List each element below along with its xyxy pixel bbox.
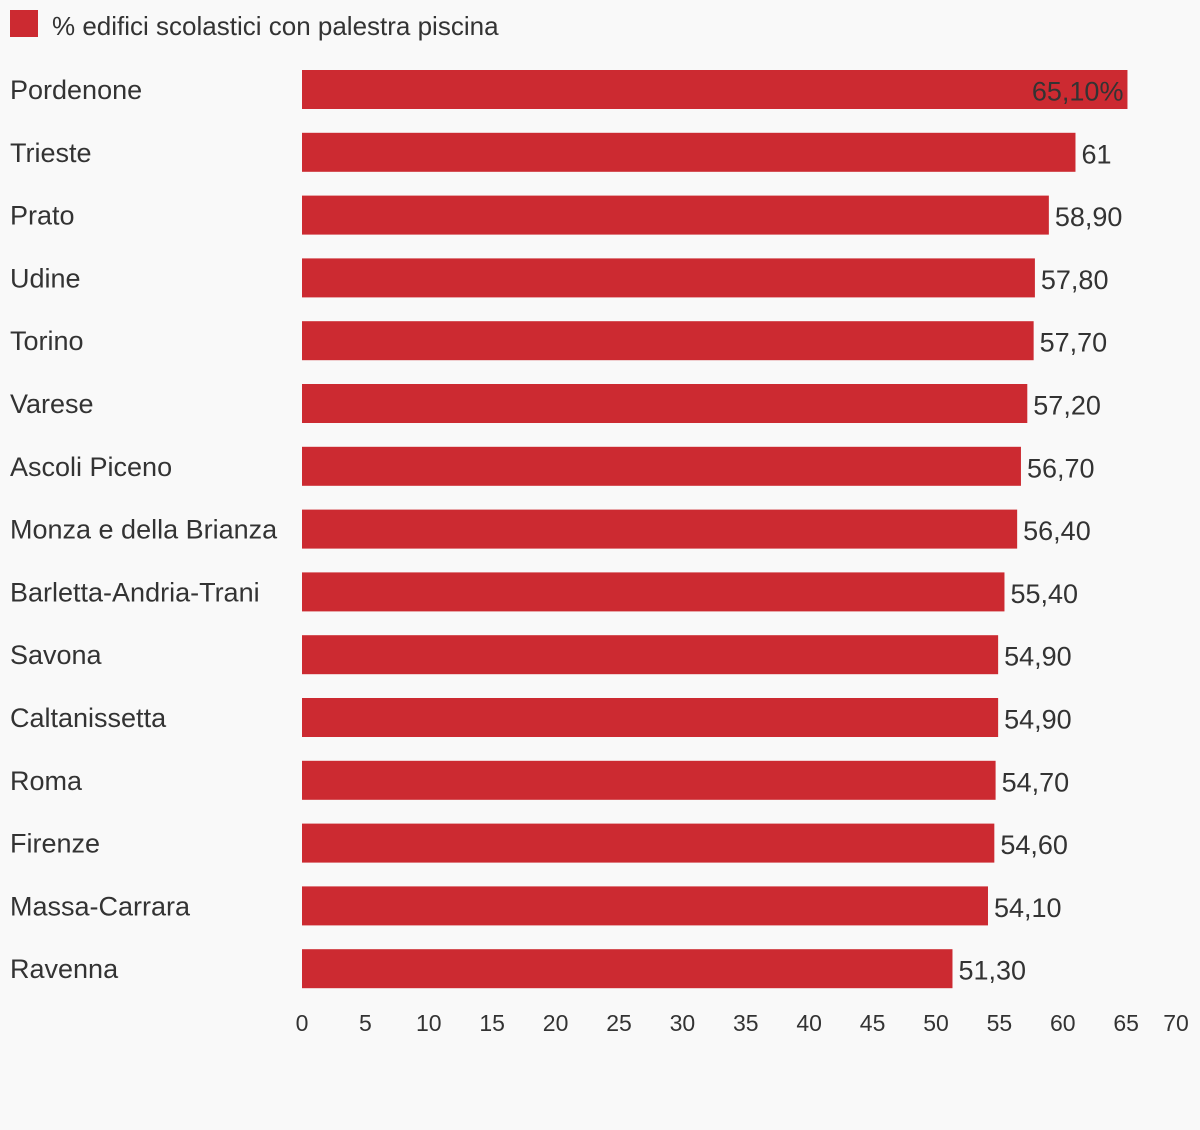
- bars-group: Pordenone 65,10% Trieste 61 Prato 58,90 Udine 5…: [10, 70, 1128, 989]
- legend: % edifici scolastici con palestra piscin…: [10, 10, 499, 41]
- bar-row: Caltanissetta 54,90: [10, 698, 1072, 737]
- bar-row: Trieste 61: [10, 132, 1112, 172]
- value-label: 55,40: [1010, 579, 1078, 609]
- bar-row: Prato 58,90: [10, 195, 1123, 235]
- value-label: 56,70: [1027, 453, 1095, 483]
- value-label: 57,20: [1033, 391, 1101, 421]
- bar: [302, 509, 1018, 549]
- x-tick-label: 0: [296, 1010, 309, 1036]
- value-label: 57,70: [1040, 328, 1108, 358]
- category-label: Torino: [10, 326, 84, 356]
- bar: [302, 384, 1028, 423]
- category-label: Prato: [10, 201, 75, 231]
- bar: [302, 321, 1034, 361]
- x-tick-label: 35: [733, 1010, 759, 1036]
- bar: [302, 635, 999, 675]
- bar: [302, 258, 1035, 298]
- bar: [302, 70, 1128, 109]
- bar-row: Monza e della Brianza 56,40: [10, 509, 1091, 549]
- x-tick-label: 45: [860, 1010, 886, 1036]
- x-tick-label: 30: [670, 1010, 696, 1036]
- bar: [302, 195, 1049, 235]
- x-tick-label: 50: [923, 1010, 949, 1036]
- category-label: Varese: [10, 389, 94, 419]
- category-label: Monza e della Brianza: [10, 515, 278, 545]
- x-tick-label: 55: [987, 1010, 1013, 1036]
- bar: [302, 823, 995, 863]
- x-tick-label: 15: [479, 1010, 505, 1036]
- bar: [302, 886, 988, 926]
- bar: [302, 446, 1021, 486]
- bar-row: Ascoli Piceno 56,70: [10, 446, 1095, 486]
- bar-row: Firenze 54,60: [10, 823, 1068, 863]
- value-label: 54,70: [1002, 767, 1070, 797]
- value-label: 58,90: [1055, 202, 1123, 232]
- category-label: Ascoli Piceno: [10, 452, 172, 482]
- legend-swatch: [10, 10, 38, 37]
- category-label: Ravenna: [10, 954, 119, 984]
- bar-row: Roma 54,70: [10, 760, 1070, 800]
- bar-row: Massa-Carrara 54,10: [10, 886, 1062, 926]
- bar-row: Barletta-Andria-Trani 55,40: [10, 572, 1078, 612]
- value-label: 61: [1081, 139, 1111, 169]
- x-tick-label: 25: [606, 1010, 632, 1036]
- bar-row: Ravenna 51,30: [10, 949, 1026, 989]
- category-label: Udine: [10, 263, 81, 293]
- value-label: 54,90: [1004, 705, 1072, 735]
- category-label: Barletta-Andria-Trani: [10, 577, 260, 607]
- category-label: Trieste: [10, 138, 92, 168]
- legend-label: % edifici scolastici con palestra piscin…: [52, 11, 499, 41]
- bar: [302, 760, 996, 800]
- value-label: 54,60: [1000, 830, 1068, 860]
- value-label: 54,10: [994, 893, 1062, 923]
- category-label: Caltanissetta: [10, 703, 167, 733]
- value-label: 57,80: [1041, 265, 1109, 295]
- bar-row: Savona 54,90: [10, 635, 1072, 675]
- bar-row: Udine 57,80: [10, 258, 1109, 298]
- category-label: Savona: [10, 640, 103, 670]
- x-tick-label: 70: [1163, 1010, 1189, 1036]
- bar: [302, 132, 1076, 172]
- x-tick-label: 60: [1050, 1010, 1076, 1036]
- value-label: 56,40: [1023, 516, 1091, 546]
- category-label: Roma: [10, 766, 83, 796]
- category-label: Firenze: [10, 829, 100, 859]
- x-tick-label: 40: [796, 1010, 822, 1036]
- x-tick-label: 65: [1113, 1010, 1139, 1036]
- value-label: 54,90: [1004, 642, 1072, 672]
- x-tick-label: 20: [543, 1010, 569, 1036]
- x-axis: 0 5 10 15 20 25 30 35 40 45 50 55 60 65 70: [296, 1010, 1189, 1036]
- bar-row: Varese 57,20: [10, 384, 1101, 423]
- value-label: 51,30: [958, 956, 1026, 986]
- category-label: Massa-Carrara: [10, 891, 191, 921]
- bar: [302, 572, 1005, 612]
- bar: [302, 949, 953, 989]
- bar-row: Pordenone 65,10%: [10, 70, 1128, 109]
- value-label: 65,10%: [1032, 77, 1124, 107]
- bar-row: Torino 57,70: [10, 321, 1108, 361]
- x-tick-label: 5: [359, 1010, 372, 1036]
- category-label: Pordenone: [10, 75, 142, 105]
- x-tick-label: 10: [416, 1010, 442, 1036]
- bar: [302, 698, 999, 737]
